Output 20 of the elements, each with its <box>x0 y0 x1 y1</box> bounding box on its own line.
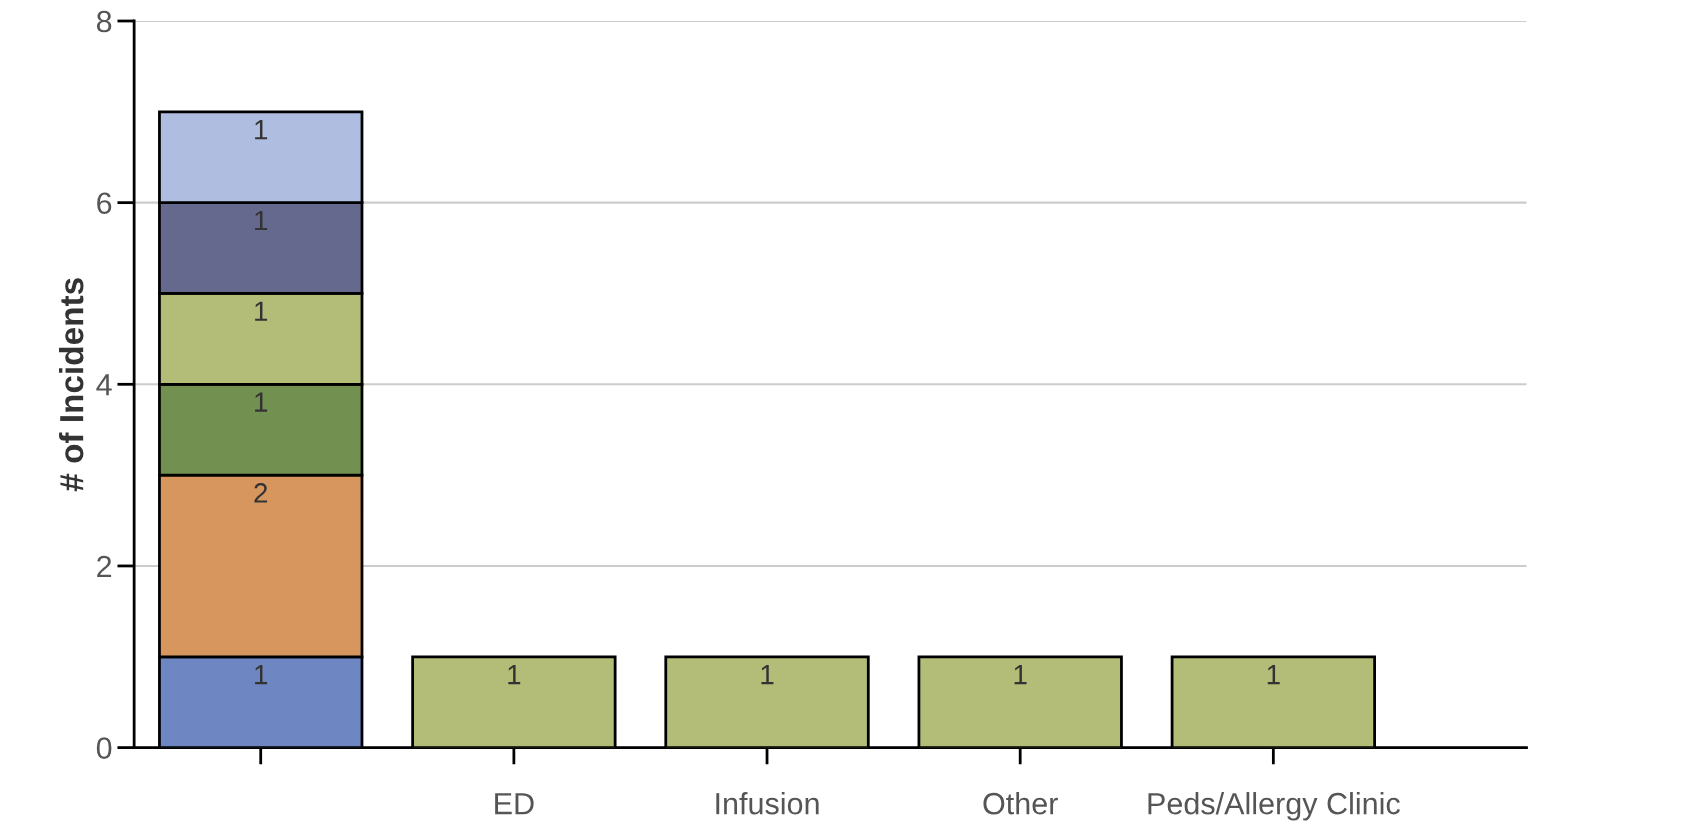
data-label: 1 <box>1014 665 1027 685</box>
y-axis-title: # of Incidents <box>58 278 84 492</box>
data-label: 1 <box>255 120 268 140</box>
data-label: 1 <box>508 665 521 685</box>
data-label: 1 <box>255 210 268 231</box>
data-label: 1 <box>255 665 268 685</box>
data-label: 2 <box>254 483 268 503</box>
y-tick-label: 8 <box>96 10 112 33</box>
data-label: 1 <box>761 665 774 685</box>
y-tick-label: 4 <box>96 374 112 396</box>
y-tick-label: 6 <box>97 192 112 215</box>
x-tick-label: Other <box>983 792 1058 815</box>
data-label: 1 <box>1267 665 1280 685</box>
y-tick-label: 2 <box>97 555 112 578</box>
data-label: 1 <box>255 392 268 412</box>
x-tick-label: ED <box>495 793 534 815</box>
x-tick-label: Infusion <box>716 792 819 815</box>
data-label: 1 <box>255 301 268 321</box>
y-tick-label: 0 <box>96 737 112 759</box>
x-tick-label: Peds/Allergy Clinic <box>1148 792 1400 821</box>
